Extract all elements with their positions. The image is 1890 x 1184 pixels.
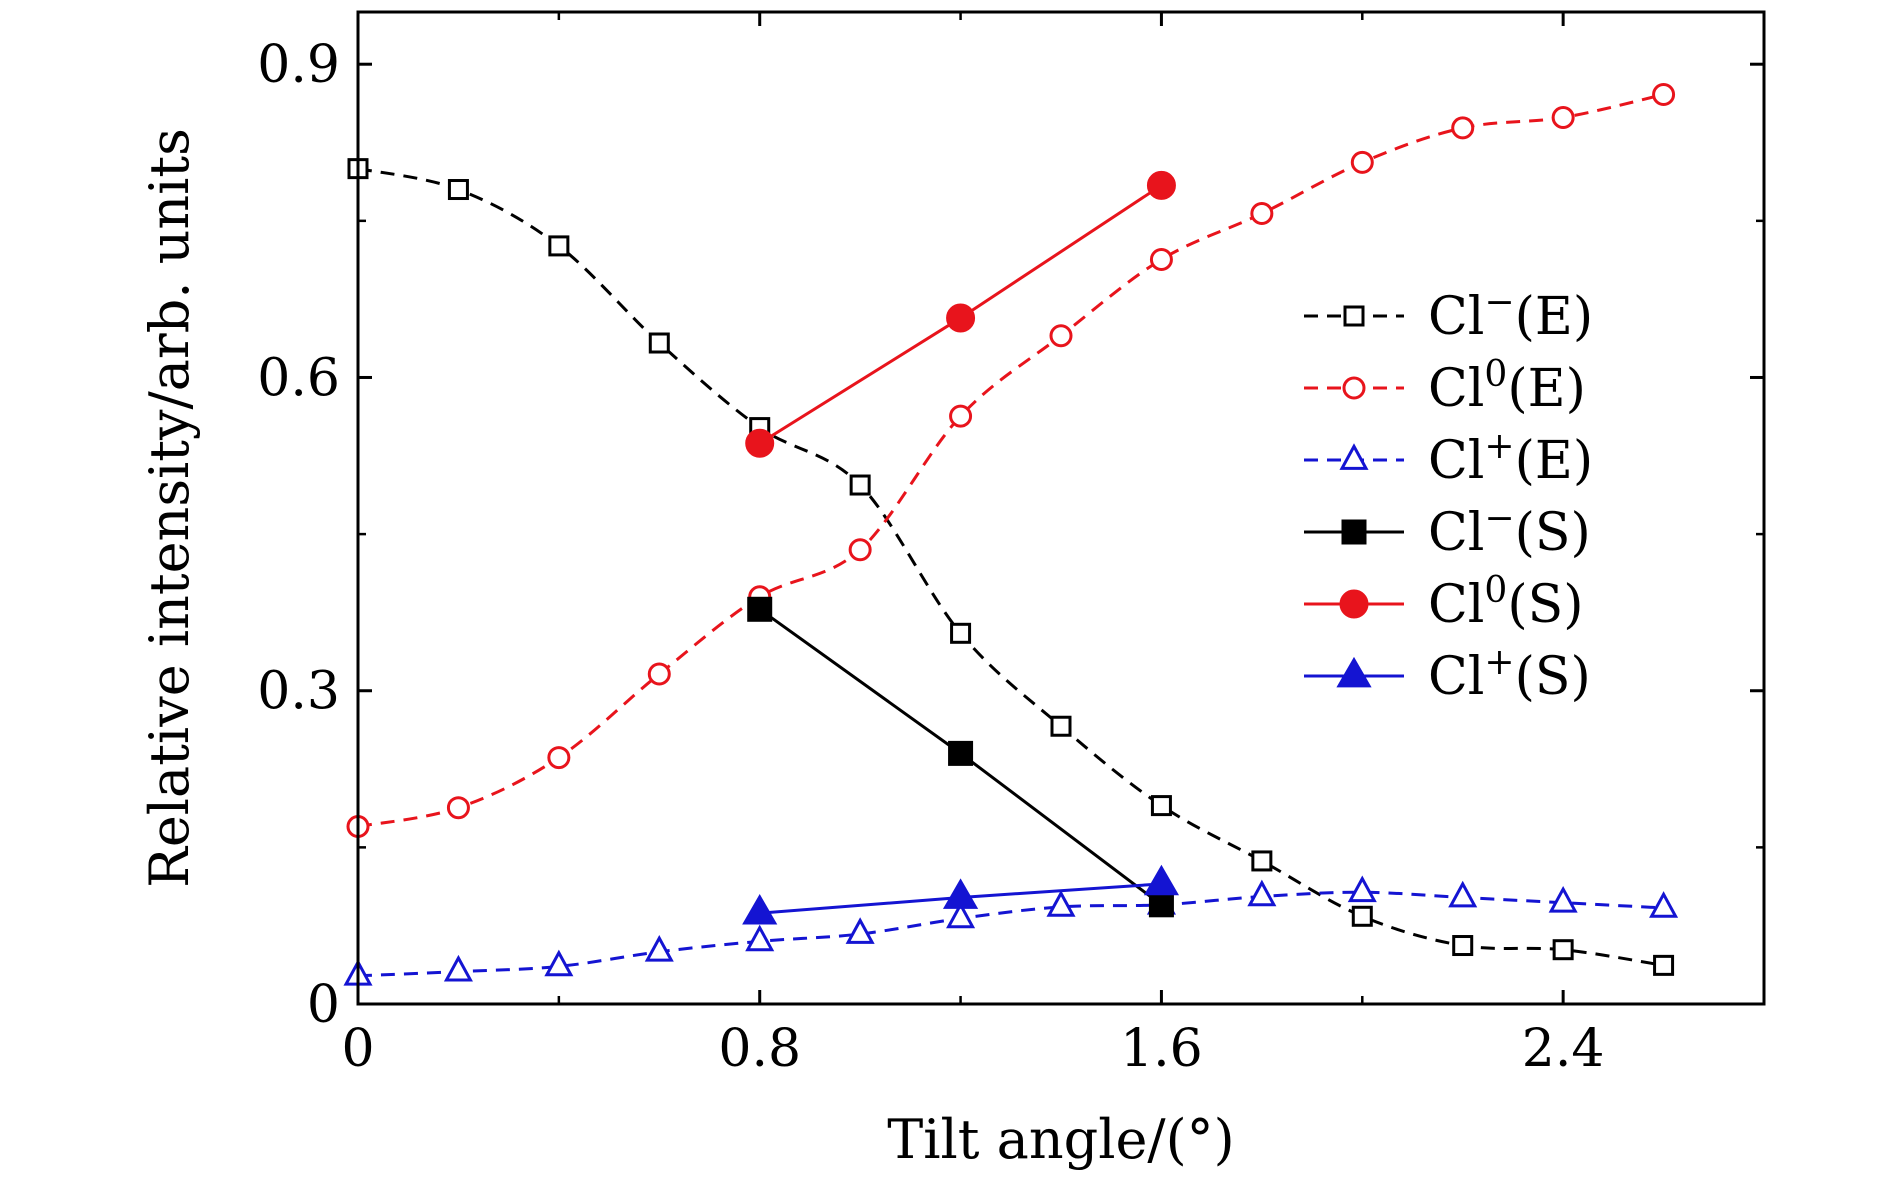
x-tick-label: 0	[341, 1019, 374, 1079]
legend-label: Cl0(S)	[1428, 570, 1584, 635]
data-point	[1247, 879, 1277, 907]
legend-swatch-marker	[1342, 376, 1366, 400]
data-point	[1551, 105, 1575, 129]
series-line	[357, 167, 1664, 967]
data-point	[946, 901, 976, 929]
data-point	[548, 235, 570, 257]
data-point	[544, 949, 574, 977]
series-2	[357, 890, 1664, 978]
data-point	[948, 740, 974, 766]
plot-frame	[356, 10, 1766, 1006]
data-point	[443, 954, 473, 982]
x-tick-label: 1.6	[1120, 1019, 1203, 1079]
legend-item: Cl−(E)	[1304, 282, 1593, 347]
data-point	[447, 179, 469, 201]
legend-swatch-marker	[1339, 589, 1369, 619]
series-line	[357, 890, 1664, 978]
data-point	[648, 332, 670, 354]
data-point	[1050, 715, 1072, 737]
legend-item: Cl+(E)	[1304, 426, 1593, 491]
data-point	[1143, 864, 1180, 896]
data-point	[949, 404, 973, 428]
x-axis-title: Tilt angle/(°)	[887, 1108, 1235, 1171]
data-point	[1049, 324, 1073, 348]
data-point	[946, 303, 976, 333]
y-axis-title: Relative intensity/arb. units	[138, 128, 201, 888]
legend-label: Cl−(E)	[1428, 282, 1593, 347]
data-point	[1351, 905, 1373, 927]
y-tick-label: 0	[307, 975, 340, 1035]
x-tick-label: 2.4	[1522, 1019, 1605, 1079]
legend-item: Cl0(S)	[1304, 570, 1584, 635]
ticks-layer: 0 0.8 1.6 2.4 0 0.3 0.6 0.9	[257, 12, 1764, 1079]
legend-item: Cl−(S)	[1304, 498, 1591, 563]
data-point	[849, 474, 871, 496]
data-point	[1251, 850, 1273, 872]
series-markers-0	[347, 158, 1675, 976]
legend-label: Cl−(S)	[1428, 498, 1591, 563]
data-point	[1150, 795, 1172, 817]
series-0	[357, 167, 1664, 967]
legend-label: Cl0(E)	[1428, 354, 1586, 419]
data-point	[745, 428, 775, 458]
data-point	[1452, 935, 1474, 957]
legend-item: Cl0(E)	[1304, 354, 1586, 419]
legend-label: Cl+(E)	[1428, 426, 1593, 491]
data-point	[1653, 954, 1675, 976]
y-tick-label: 0.9	[257, 35, 340, 95]
data-point	[1652, 82, 1676, 106]
data-point	[745, 924, 775, 952]
data-point	[1350, 150, 1374, 174]
series-layer	[343, 82, 1679, 986]
data-point	[747, 596, 773, 622]
legend-swatch-marker	[1343, 305, 1365, 327]
legend-swatch-marker	[1339, 443, 1369, 470]
legend-swatch-marker	[1341, 519, 1367, 545]
data-point	[1548, 885, 1578, 913]
data-point	[1149, 247, 1173, 271]
data-point	[1347, 875, 1377, 903]
data-point	[1552, 939, 1574, 961]
y-tick-label: 0.6	[257, 348, 340, 408]
data-point	[1448, 880, 1478, 908]
series-1	[357, 93, 1664, 828]
data-point	[1146, 170, 1176, 200]
series-markers-5	[742, 864, 1180, 925]
data-point	[942, 878, 979, 909]
data-point	[950, 622, 972, 644]
y-tick-label: 0.3	[257, 662, 340, 722]
data-point	[547, 746, 571, 770]
data-point	[644, 935, 674, 962]
series-markers-4	[745, 170, 1176, 458]
legend: Cl−(E) Cl0(E) Cl+(E) Cl−(S) Cl0(S) Cl+(S)	[1304, 282, 1593, 707]
series-markers-2	[343, 875, 1679, 986]
legend-swatch-marker	[1336, 656, 1372, 688]
data-point	[1046, 890, 1076, 917]
series-markers-3	[747, 596, 1174, 918]
data-point	[1250, 202, 1274, 226]
data-point	[1649, 891, 1679, 918]
data-point	[647, 662, 671, 686]
data-point	[446, 796, 470, 820]
x-tick-label: 0.8	[718, 1019, 801, 1079]
legend-item: Cl+(S)	[1304, 642, 1591, 707]
data-point	[848, 538, 872, 562]
data-point	[742, 894, 778, 925]
data-point	[1451, 116, 1475, 140]
legend-label: Cl+(S)	[1428, 642, 1591, 707]
data-point	[845, 917, 875, 944]
data-point	[1148, 892, 1174, 918]
series-line	[357, 93, 1664, 828]
